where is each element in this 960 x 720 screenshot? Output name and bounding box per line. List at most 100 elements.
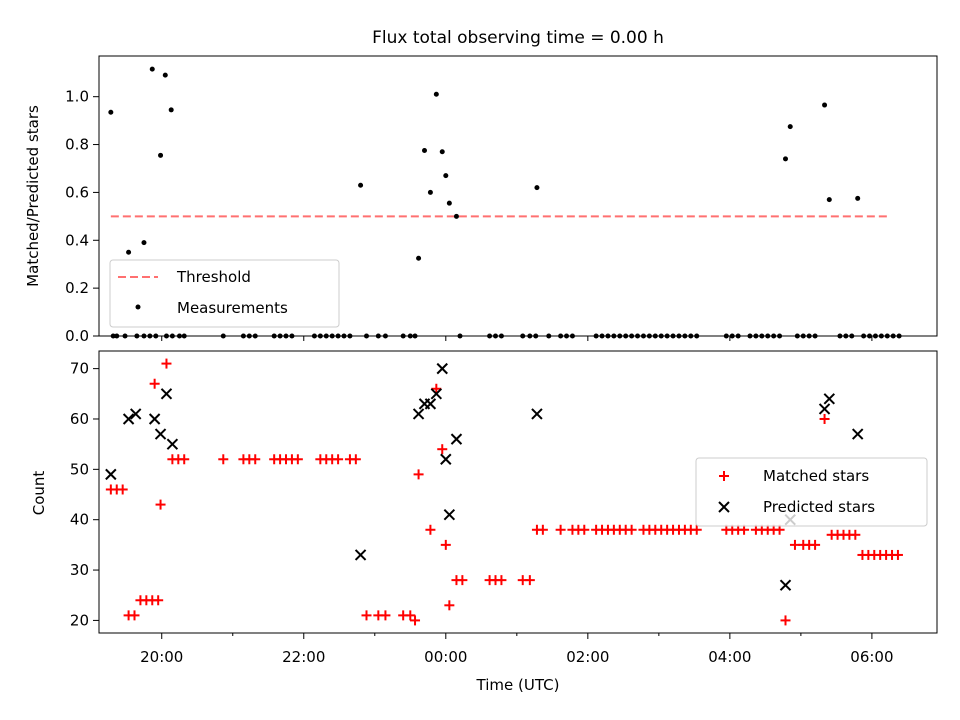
measurement-point xyxy=(682,333,688,339)
measurement-point xyxy=(122,333,128,339)
measurement-point xyxy=(872,333,878,339)
matched-star-point xyxy=(250,454,261,465)
measurement-point xyxy=(623,333,629,339)
measurement-point xyxy=(534,185,540,191)
bottom-x-tick-label: 20:00 xyxy=(140,648,183,666)
bottom-y-tick-label: 50 xyxy=(70,460,89,478)
top-y-axis-label: Matched/Predicted stars xyxy=(24,105,42,287)
matched-star-point xyxy=(410,615,421,626)
matched-star-point xyxy=(129,610,140,621)
measurement-point xyxy=(635,333,641,339)
measurement-point xyxy=(335,333,341,339)
measurement-point xyxy=(837,333,843,339)
measurement-point xyxy=(416,255,422,261)
predicted-stars-points xyxy=(105,362,864,591)
matched-star-point xyxy=(155,499,166,510)
legend-predicted-label: Predicted stars xyxy=(763,498,875,516)
measurement-point xyxy=(676,333,682,339)
measurement-point xyxy=(363,333,369,339)
predicted-star-point xyxy=(148,413,161,425)
measurement-point xyxy=(884,333,890,339)
matched-star-point xyxy=(361,610,372,621)
measurement-point xyxy=(729,333,735,339)
measurement-point xyxy=(759,333,765,339)
measurement-point xyxy=(826,197,832,203)
matched-star-point xyxy=(413,469,424,480)
predicted-star-point xyxy=(122,413,135,425)
measurement-point xyxy=(658,333,664,339)
measurement-point xyxy=(252,333,258,339)
matched-star-point xyxy=(496,575,507,586)
measurement-point xyxy=(896,333,902,339)
measurement-point xyxy=(723,333,729,339)
measurement-points xyxy=(108,66,902,339)
matched-star-point xyxy=(850,529,861,540)
matched-star-point xyxy=(425,524,436,535)
bottom-y-tick-label: 40 xyxy=(70,511,89,529)
measurement-point xyxy=(446,200,452,206)
measurement-point xyxy=(427,189,433,195)
predicted-star-point xyxy=(436,362,448,375)
matched-star-point xyxy=(524,575,535,586)
measurement-point xyxy=(878,333,884,339)
matched-star-point xyxy=(810,539,821,550)
bottom-x-ticks: 20:00 22:00 00:00 02:00 04:00 06:00 xyxy=(140,633,894,666)
matched-star-point xyxy=(537,524,548,535)
predicted-star-point xyxy=(818,403,831,415)
measurement-point xyxy=(141,333,147,339)
measurement-point xyxy=(617,333,623,339)
measurement-point xyxy=(323,333,329,339)
legend-matched-label: Matched stars xyxy=(763,467,869,485)
bottom-y-tick-label: 60 xyxy=(70,410,89,428)
matched-star-point xyxy=(161,358,172,369)
measurement-point xyxy=(812,333,818,339)
measurement-point xyxy=(439,149,445,155)
predicted-star-point xyxy=(105,468,117,481)
predicted-star-point xyxy=(779,579,792,591)
predicted-star-point xyxy=(823,393,835,405)
top-y-tick-label: 0.0 xyxy=(65,327,89,345)
measurement-point xyxy=(855,195,861,201)
measurement-point xyxy=(311,333,317,339)
bottom-x-tick-label: 22:00 xyxy=(282,648,325,666)
measurement-point xyxy=(646,333,652,339)
measurement-point xyxy=(114,333,120,339)
matched-star-point xyxy=(457,575,468,586)
measurement-point xyxy=(149,66,155,72)
top-y-tick-label: 0.8 xyxy=(65,136,89,154)
measurement-point xyxy=(794,333,800,339)
matched-star-point xyxy=(892,549,903,560)
measurement-point xyxy=(421,148,427,154)
measurement-point xyxy=(153,333,159,339)
measurement-point xyxy=(652,333,658,339)
matched-star-point xyxy=(149,378,160,389)
legend-matched-swatch xyxy=(719,471,729,481)
top-x-ticks xyxy=(161,336,873,341)
measurement-point xyxy=(134,333,140,339)
measurement-point xyxy=(147,333,153,339)
measurement-point xyxy=(558,333,564,339)
measurement-point xyxy=(771,333,777,339)
predicted-star-point xyxy=(430,388,443,400)
measurement-point xyxy=(176,333,182,339)
top-y-tick-label: 0.2 xyxy=(65,279,89,297)
measurement-point xyxy=(787,124,793,130)
legend-threshold-label: Threshold xyxy=(176,268,251,286)
predicted-star-point xyxy=(440,453,452,465)
measurement-point xyxy=(861,333,867,339)
bottom-legend-box xyxy=(695,457,928,527)
measurement-point xyxy=(867,333,873,339)
bottom-y-tick-label: 70 xyxy=(70,360,89,378)
measurement-point xyxy=(806,333,812,339)
measurement-point xyxy=(412,333,418,339)
bottom-plot-frame xyxy=(98,350,938,634)
measurement-point xyxy=(520,333,526,339)
measurement-point xyxy=(800,333,806,339)
matched-star-point xyxy=(117,484,128,495)
measurement-point xyxy=(341,333,347,339)
matched-star-point xyxy=(350,454,361,465)
measurement-point xyxy=(407,333,413,339)
measurement-point xyxy=(782,156,788,162)
measurement-point xyxy=(849,333,855,339)
measurement-point xyxy=(747,333,753,339)
